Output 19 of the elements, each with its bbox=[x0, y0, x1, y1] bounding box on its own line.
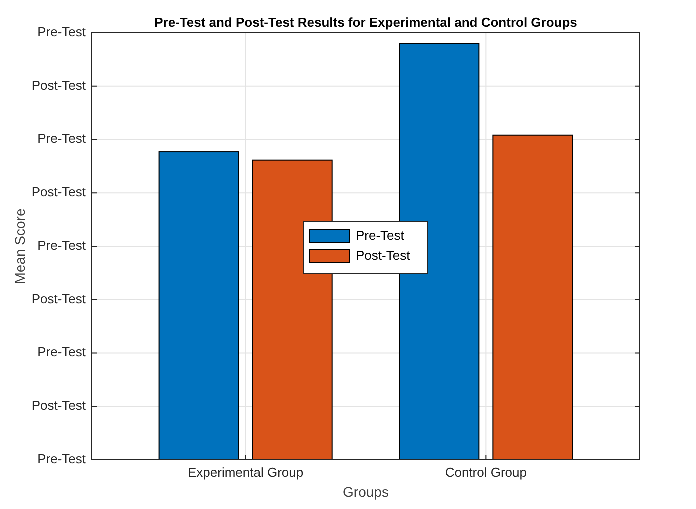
text: Pre-Test bbox=[38, 451, 86, 466]
x-axis-title: Groups bbox=[343, 484, 389, 500]
text: Post-Test bbox=[32, 184, 86, 200]
bar bbox=[158, 152, 240, 460]
text: Post-Test bbox=[32, 291, 86, 306]
text: Pre-Test bbox=[38, 238, 86, 253]
legend-label: Post-Test bbox=[356, 248, 411, 263]
text: Post-Test bbox=[32, 398, 86, 414]
x-tick-label: Control Group bbox=[445, 465, 528, 480]
text: Post-Test bbox=[32, 78, 86, 93]
bar bbox=[252, 160, 333, 460]
text: Pre-Test bbox=[38, 24, 86, 40]
text: Pre-Test bbox=[38, 344, 86, 360]
chart-title: Pre-Test and Post-Test Results for Experimental and Control Groups bbox=[154, 15, 578, 30]
y-axis-title: Mean Score bbox=[12, 208, 28, 284]
x-tick-label: Experimental Group bbox=[188, 465, 304, 480]
text: Pre-Test bbox=[38, 131, 86, 146]
bar bbox=[492, 134, 574, 460]
legend-label: Pre-Test bbox=[356, 228, 405, 243]
